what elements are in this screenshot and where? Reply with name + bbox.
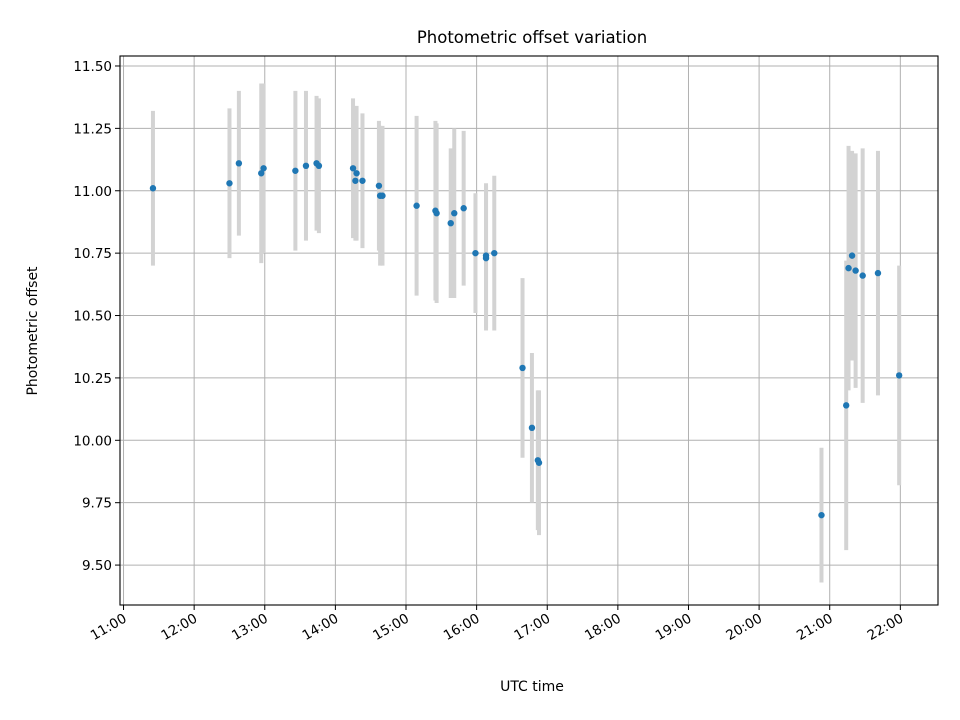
data-point [895, 372, 903, 379]
data-point [379, 192, 386, 199]
data-point [535, 459, 543, 466]
x-tick-label: 17:00 [512, 611, 554, 644]
data-point [859, 272, 866, 279]
data-point [482, 254, 490, 262]
x-tick-label: 16:00 [441, 611, 483, 644]
data-point [433, 210, 440, 217]
data-point [149, 185, 157, 192]
data-point [818, 511, 825, 519]
data-point-layer [149, 160, 903, 519]
x-tick-label: 21:00 [794, 611, 836, 644]
data-point [260, 165, 267, 172]
x-tick-layer: 11:00 12:00 13:00 14:00 15:00 16:00 17:00 18:00… [88, 605, 906, 644]
y-tick-label: 9.75 [82, 496, 112, 512]
data-point [292, 167, 299, 174]
data-point [874, 269, 882, 277]
data-point [472, 249, 479, 257]
y-tick-label: 11.50 [73, 59, 112, 75]
y-axis-label: Photometric offset [25, 266, 41, 396]
data-point [519, 364, 526, 372]
y-tick-label: 9.50 [82, 558, 112, 574]
data-point [845, 264, 852, 272]
data-point [848, 252, 856, 259]
x-tick-label: 19:00 [653, 611, 695, 644]
data-point [528, 424, 536, 432]
y-tick-label: 10.50 [73, 309, 112, 325]
data-point [852, 267, 859, 274]
data-point [349, 165, 357, 172]
y-tick-label: 10.75 [73, 246, 112, 262]
data-point [235, 160, 243, 167]
data-point [451, 210, 458, 217]
data-point [352, 177, 359, 184]
x-tick-label: 22:00 [865, 611, 907, 644]
y-tick-layer: 9.50 9.75 10.00 10.25 10.50 10.75 11.00 11.25 11… [73, 59, 120, 574]
y-tick-label: 10.00 [73, 433, 112, 449]
data-point [302, 162, 310, 169]
data-point [375, 182, 383, 189]
chart-title: Photometric offset variation [417, 28, 647, 47]
x-tick-label: 20:00 [723, 611, 765, 644]
plot-frame [119, 55, 939, 606]
grid-layer [120, 56, 938, 605]
y-tick-label: 10.25 [73, 371, 112, 387]
data-point [842, 402, 850, 409]
data-point [460, 205, 467, 212]
data-point [491, 249, 498, 257]
x-tick-label: 14:00 [300, 611, 342, 644]
data-point [258, 170, 265, 177]
data-point [359, 177, 366, 184]
data-point [226, 180, 233, 187]
x-tick-label: 15:00 [370, 611, 412, 644]
data-point [447, 219, 454, 227]
data-point [353, 170, 360, 177]
data-point [413, 202, 420, 209]
x-tick-label: 18:00 [582, 611, 624, 644]
y-tick-label: 11.25 [73, 121, 112, 137]
y-tick-label: 11.00 [73, 184, 112, 200]
data-point [315, 162, 323, 169]
x-tick-label: 13:00 [229, 611, 271, 644]
x-tick-label: 11:00 [88, 611, 130, 644]
x-tick-label: 12:00 [158, 611, 200, 644]
x-axis-label: UTC time [500, 679, 564, 695]
